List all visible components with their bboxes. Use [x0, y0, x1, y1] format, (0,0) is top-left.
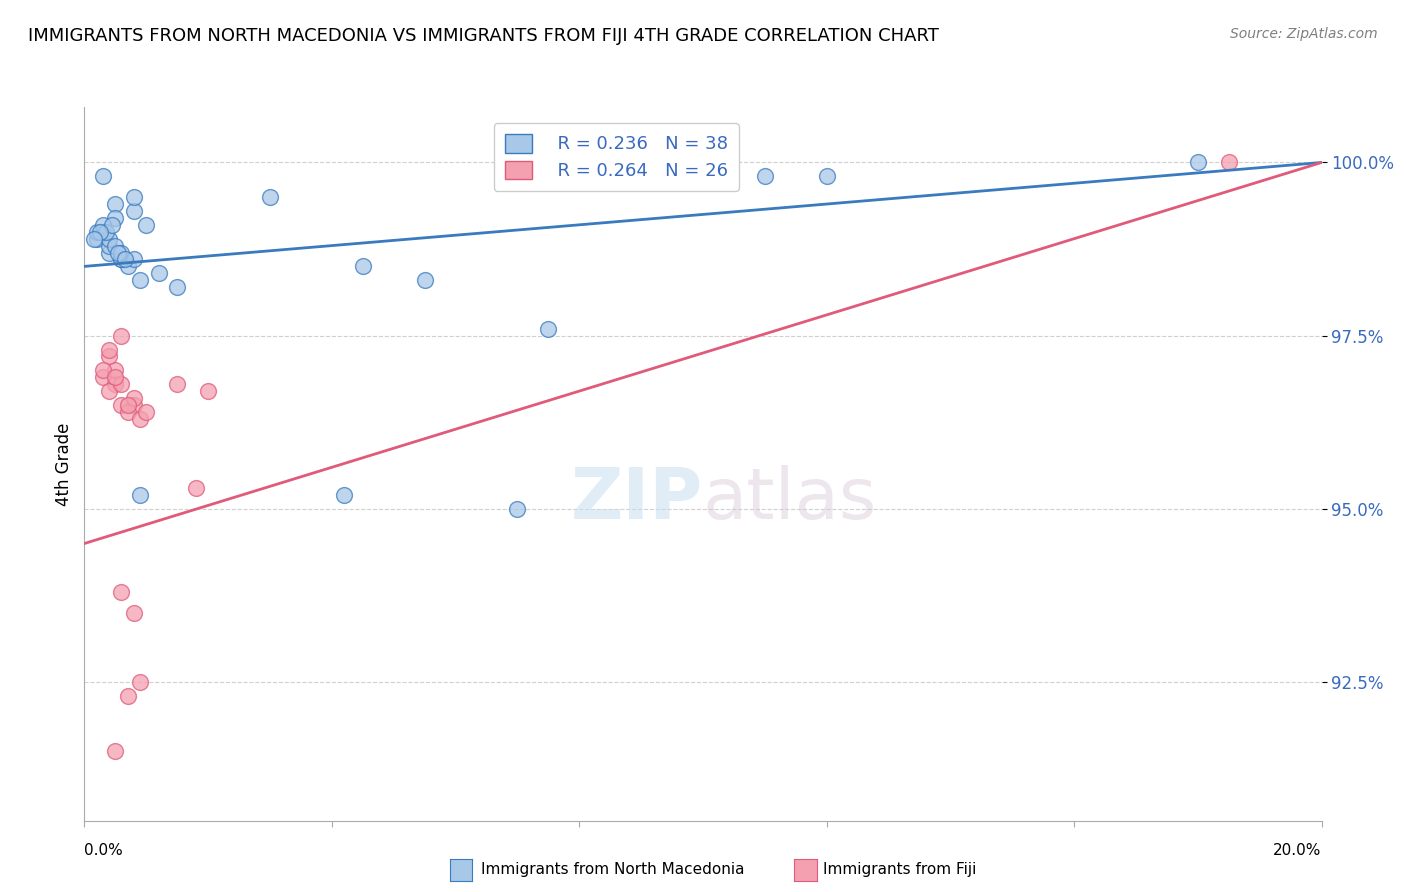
Point: [1218, 155, 1240, 169]
Point: [110, 377, 132, 392]
Text: 20.0%: 20.0%: [1274, 843, 1322, 858]
Legend:   R = 0.236   N = 38,   R = 0.264   N = 26: R = 0.236 N = 38, R = 0.264 N = 26: [494, 123, 740, 191]
Point: [333, 488, 356, 502]
Point: [122, 391, 145, 405]
Point: [91, 363, 114, 377]
Point: [122, 606, 145, 620]
Point: [91, 225, 114, 239]
Y-axis label: 4th Grade: 4th Grade: [55, 422, 73, 506]
Text: ZIP: ZIP: [571, 465, 703, 534]
Point: [184, 481, 207, 495]
Point: [129, 273, 152, 287]
Point: [117, 260, 139, 274]
Point: [83, 232, 105, 246]
Point: [104, 377, 127, 392]
Point: [135, 218, 157, 232]
Point: [110, 328, 132, 343]
Point: [114, 252, 136, 267]
Point: [148, 266, 170, 280]
Point: [413, 273, 436, 287]
Point: [86, 225, 108, 239]
Point: [135, 405, 157, 419]
Point: [754, 169, 776, 184]
Point: [129, 412, 152, 426]
Point: [815, 169, 838, 184]
Point: [98, 384, 121, 398]
Point: [117, 398, 139, 412]
Point: [1187, 155, 1209, 169]
Point: [117, 689, 139, 703]
Point: [86, 232, 108, 246]
Point: [94, 225, 117, 239]
Text: 0.0%: 0.0%: [84, 843, 124, 858]
Text: atlas: atlas: [703, 465, 877, 534]
Point: [110, 585, 132, 599]
Point: [98, 350, 121, 364]
Text: Immigrants from Fiji: Immigrants from Fiji: [823, 863, 976, 877]
Point: [537, 322, 560, 336]
Point: [117, 405, 139, 419]
Text: Immigrants from North Macedonia: Immigrants from North Macedonia: [481, 863, 744, 877]
Text: IMMIGRANTS FROM NORTH MACEDONIA VS IMMIGRANTS FROM FIJI 4TH GRADE CORRELATION CH: IMMIGRANTS FROM NORTH MACEDONIA VS IMMIG…: [28, 27, 939, 45]
Point: [110, 252, 132, 267]
Point: [98, 238, 121, 252]
Point: [91, 218, 114, 232]
Point: [91, 169, 114, 184]
Point: [104, 238, 127, 252]
Point: [89, 225, 111, 239]
Point: [352, 260, 374, 274]
Point: [91, 370, 114, 384]
Point: [129, 675, 152, 690]
Point: [104, 370, 127, 384]
Point: [122, 190, 145, 204]
Point: [104, 211, 127, 225]
Point: [101, 218, 124, 232]
Point: [122, 252, 145, 267]
Point: [107, 245, 129, 260]
Point: [122, 398, 145, 412]
Point: [166, 377, 188, 392]
Point: [104, 744, 127, 758]
Point: [197, 384, 219, 398]
Point: [98, 343, 121, 357]
Point: [110, 245, 132, 260]
Point: [110, 398, 132, 412]
Point: [129, 488, 152, 502]
Text: Source: ZipAtlas.com: Source: ZipAtlas.com: [1230, 27, 1378, 41]
Point: [259, 190, 281, 204]
Point: [110, 252, 132, 267]
Point: [98, 245, 121, 260]
Point: [506, 501, 529, 516]
Point: [98, 232, 121, 246]
Point: [122, 204, 145, 219]
Point: [104, 197, 127, 211]
Point: [104, 363, 127, 377]
Point: [166, 280, 188, 294]
